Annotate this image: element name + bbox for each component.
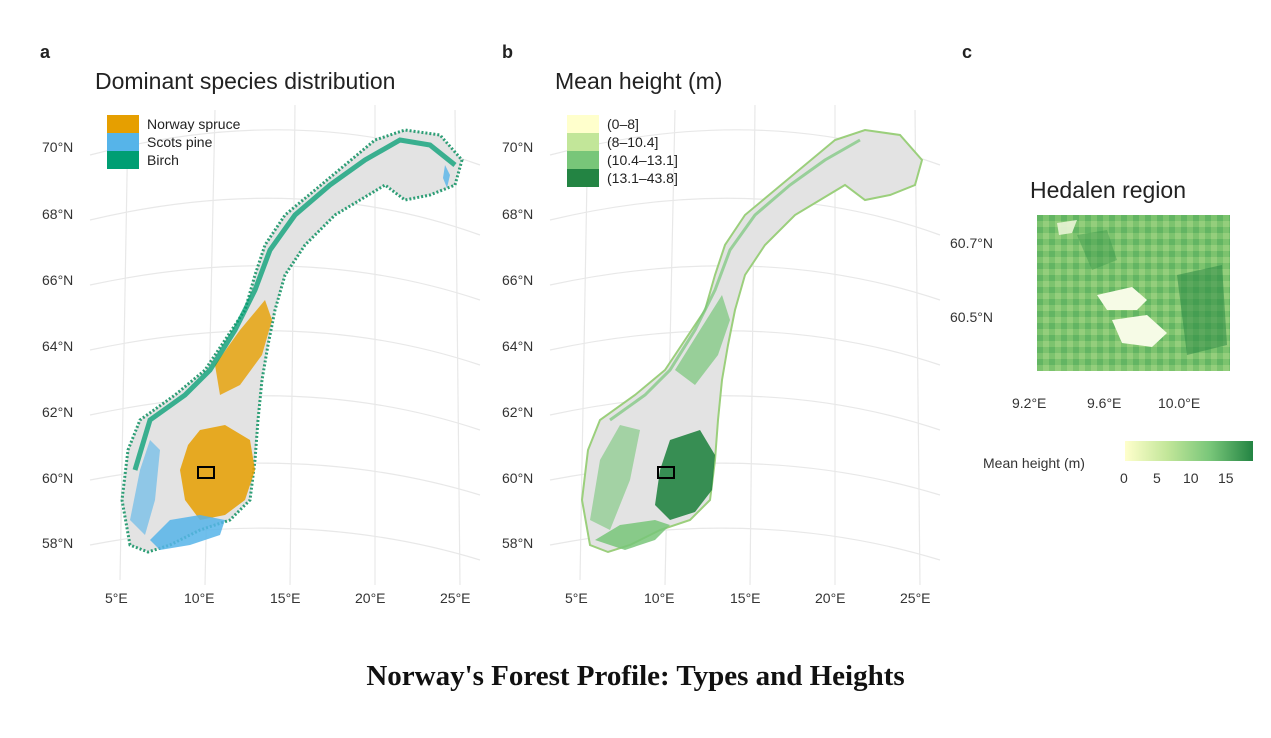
lon-tick: 20°E <box>355 590 386 606</box>
legend-item: (8–10.4] <box>567 133 678 151</box>
legend-swatch <box>107 151 139 169</box>
low-height-patch <box>1112 315 1167 347</box>
panel-c: c Hedalen region 60.7°N 60.5°N 9.2°E 9.6… <box>940 0 1260 620</box>
colorbar-tick: 5 <box>1153 470 1161 486</box>
lat-tick: 64°N <box>42 338 74 354</box>
spruce-north-band <box>215 300 272 395</box>
pine-west <box>130 440 160 535</box>
lat-tick: 64°N <box>502 338 534 354</box>
colorbar-tick: 15 <box>1218 470 1234 486</box>
legend-label: (13.1–43.8] <box>607 170 678 186</box>
lat-tick: 70°N <box>502 139 534 155</box>
legend-item: (13.1–43.8] <box>567 169 678 187</box>
lat-tick: 62°N <box>42 404 74 420</box>
medium-forest-south <box>595 520 670 550</box>
legend-label: Norway spruce <box>147 116 241 132</box>
norway-landmass <box>580 128 924 554</box>
panel-title: Dominant species distribution <box>95 68 396 94</box>
legend-item: Birch <box>107 151 240 169</box>
dark-patch <box>1077 230 1117 270</box>
colorbar-tick: 0 <box>1120 470 1128 486</box>
legend-swatch <box>567 115 599 133</box>
panel-letter: b <box>502 42 513 62</box>
lat-tick: 58°N <box>42 535 74 551</box>
lon-tick: 9.6°E <box>1087 395 1122 411</box>
panel-title: Hedalen region <box>1030 177 1187 203</box>
coastal-forest <box>609 138 861 422</box>
legend-swatch <box>107 133 139 151</box>
legend-label: (8–10.4] <box>607 134 659 150</box>
lat-tick: 60°N <box>502 470 534 486</box>
colorbar-tick: 10 <box>1183 470 1199 486</box>
panel-letter: c <box>962 42 973 62</box>
legend-label: Birch <box>147 152 179 168</box>
legend-item: (0–8] <box>567 115 678 133</box>
lat-tick: 66°N <box>502 272 534 288</box>
hedalen-height-raster <box>1037 215 1230 371</box>
legend-swatch <box>567 169 599 187</box>
height-map <box>549 104 941 586</box>
lat-tick: 60.7°N <box>950 235 993 251</box>
lon-tick: 9.2°E <box>1012 395 1047 411</box>
legend-item: Norway spruce <box>107 115 240 133</box>
lon-tick: 10°E <box>644 590 675 606</box>
legend-swatch <box>567 133 599 151</box>
lat-tick: 66°N <box>42 272 74 288</box>
hedalen-locator-box <box>657 466 675 479</box>
panel-b: b Mean height (m) (0–8] <box>460 0 960 620</box>
hedalen-locator-box <box>197 466 215 479</box>
lat-tick: 58°N <box>502 535 534 551</box>
legend-swatch <box>567 151 599 169</box>
legend-label: (0–8] <box>607 116 639 132</box>
height-legend: (0–8] (8–10.4] (10.4–13.1] (13.1–43.8] <box>567 115 678 187</box>
lon-tick: 25°E <box>900 590 931 606</box>
dark-patch <box>1177 265 1227 355</box>
legend-item: Scots pine <box>107 133 240 151</box>
pine-region <box>150 515 225 550</box>
lat-tick: 60°N <box>42 470 74 486</box>
lon-tick: 10.0°E <box>1158 395 1201 411</box>
lon-tick: 10°E <box>184 590 215 606</box>
panel-title: Mean height (m) <box>555 68 723 94</box>
lon-tick: 20°E <box>815 590 846 606</box>
birch-coast <box>132 137 457 471</box>
colorbar-title: Mean height (m) <box>983 455 1085 471</box>
species-legend: Norway spruce Scots pine Birch <box>107 115 240 169</box>
lon-tick: 5°E <box>105 590 128 606</box>
legend-label: Scots pine <box>147 134 213 150</box>
pine-north <box>443 165 450 188</box>
colorbar <box>1125 441 1253 461</box>
medium-forest-west <box>590 425 640 530</box>
spruce-region <box>180 425 255 520</box>
lon-tick: 25°E <box>440 590 471 606</box>
figure-caption: Norway's Forest Profile: Types and Heigh… <box>366 660 905 692</box>
legend-item: (10.4–13.1] <box>567 151 678 169</box>
lon-tick: 5°E <box>565 590 588 606</box>
forest-north-band <box>675 295 730 385</box>
tall-forest-east <box>655 430 715 520</box>
lat-tick: 68°N <box>502 206 534 222</box>
legend-swatch <box>107 115 139 133</box>
low-height-patch <box>1097 287 1147 310</box>
lat-tick: 62°N <box>502 404 534 420</box>
lon-tick: 15°E <box>730 590 761 606</box>
low-height-patch <box>1057 220 1077 235</box>
lat-tick: 60.5°N <box>950 309 993 325</box>
lat-tick: 70°N <box>42 139 74 155</box>
panel-a: a Dominant species distribution Nor <box>0 0 500 620</box>
lon-tick: 15°E <box>270 590 301 606</box>
legend-label: (10.4–13.1] <box>607 152 678 168</box>
lat-tick: 68°N <box>42 206 74 222</box>
panel-letter: a <box>40 42 51 62</box>
species-map <box>89 104 481 586</box>
